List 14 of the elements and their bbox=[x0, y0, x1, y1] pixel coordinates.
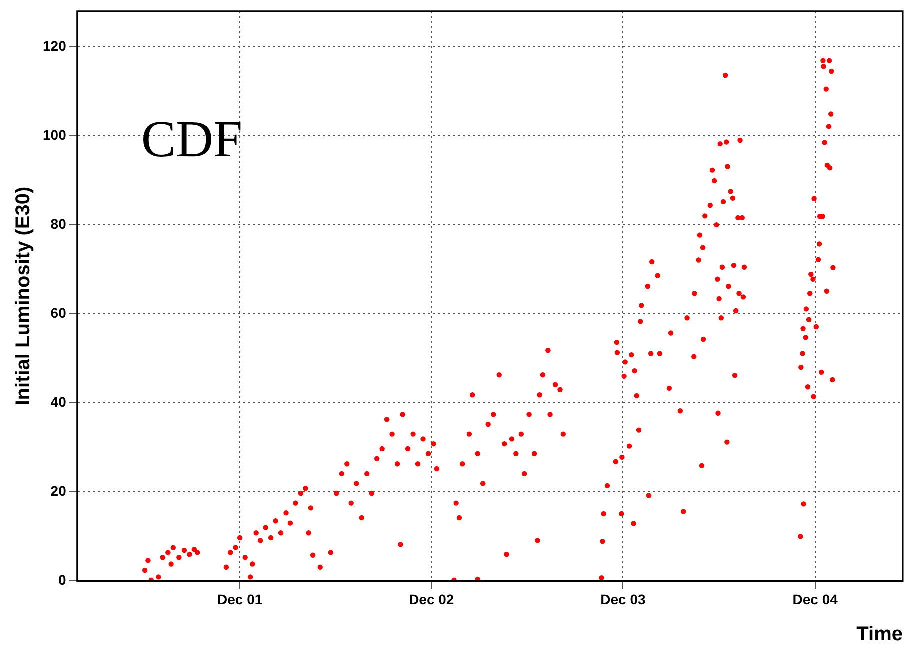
annotation: CDF bbox=[141, 111, 243, 168]
y-tick-label: 80 bbox=[50, 216, 67, 232]
x-tick-label: Dec 04 bbox=[792, 591, 838, 608]
x-tick-label: Dec 03 bbox=[600, 591, 646, 608]
y-tick-label: 20 bbox=[50, 483, 67, 500]
y-tick-label: 60 bbox=[50, 304, 67, 321]
y-axis-title: Initial Luminosity (E30) bbox=[12, 186, 35, 406]
x-axis-title: Time bbox=[856, 624, 903, 646]
y-tick-label: 100 bbox=[43, 126, 67, 143]
x-tick-label: Dec 01 bbox=[217, 591, 263, 608]
y-tick-label: 120 bbox=[43, 38, 67, 54]
y-tick-label: 40 bbox=[50, 394, 67, 410]
y-tick-label: 0 bbox=[58, 572, 67, 588]
x-tick-label: Dec 02 bbox=[409, 591, 454, 608]
